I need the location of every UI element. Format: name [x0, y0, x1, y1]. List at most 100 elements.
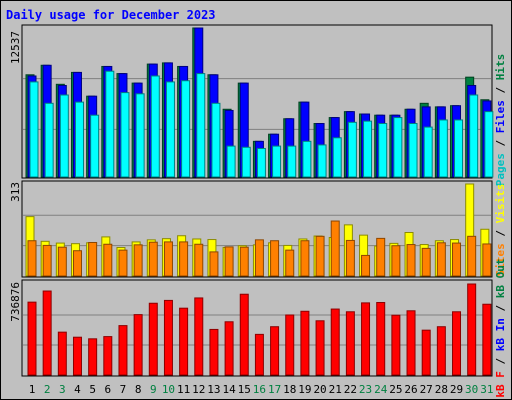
- x-tick-label-1: 1: [29, 383, 36, 396]
- bar-kb-f-day-6: [103, 336, 113, 376]
- bar-sites-day-3: [57, 246, 67, 277]
- bar-sites-day-21: [330, 220, 340, 277]
- bar-kb-f-day-11: [179, 307, 189, 376]
- x-tick-label-3: 3: [59, 383, 66, 396]
- top-y-max-label: 12537: [9, 31, 22, 64]
- x-tick-label-14: 14: [222, 383, 236, 396]
- legend-kbf: kB F: [494, 371, 507, 398]
- bar-sites-day-25: [391, 245, 401, 277]
- bar-pages-day-24: [378, 123, 388, 178]
- x-tick-label-19: 19: [298, 383, 311, 396]
- bar-pages-day-28: [438, 119, 448, 178]
- bar-sites-day-16: [254, 239, 264, 277]
- legend-kbout: kB Out: [494, 258, 507, 298]
- x-tick-label-18: 18: [283, 383, 296, 396]
- bar-sites-day-27: [421, 247, 431, 277]
- bar-kb-f-day-18: [285, 314, 295, 376]
- bar-sites-day-23: [361, 254, 371, 277]
- x-tick-label-21: 21: [329, 383, 342, 396]
- top-legend: Pages / Files / Hits: [494, 54, 507, 187]
- x-tick-label-13: 13: [207, 383, 220, 396]
- bar-kb-f-day-23: [361, 302, 371, 376]
- bar-pages-day-19: [302, 140, 312, 178]
- x-tick-label-8: 8: [135, 383, 142, 396]
- bar-sites-day-4: [72, 250, 82, 277]
- x-tick-label-12: 12: [192, 383, 205, 396]
- bar-pages-day-26: [408, 123, 418, 178]
- bar-sites-day-9: [148, 241, 158, 277]
- bar-kb-f-day-3: [57, 331, 67, 376]
- bar-kb-f-day-5: [88, 338, 98, 376]
- bar-pages-day-8: [135, 93, 145, 178]
- x-tick-label-31: 31: [480, 383, 493, 396]
- bar-kb-f-day-22: [345, 311, 355, 376]
- x-tick-label-4: 4: [74, 383, 81, 396]
- bar-sites-day-13: [209, 251, 219, 277]
- bar-kb-f-day-8: [133, 314, 143, 376]
- bar-sites-day-19: [300, 240, 310, 277]
- bar-sites-day-20: [315, 235, 325, 277]
- bar-kb-f-day-29: [452, 311, 462, 376]
- legend-visits: Visits: [494, 184, 507, 224]
- x-tick-label-17: 17: [268, 383, 281, 396]
- x-tick-label-24: 24: [374, 383, 388, 396]
- bar-sites-day-5: [88, 241, 98, 277]
- bar-sites-day-10: [163, 241, 173, 277]
- x-tick-label-23: 23: [359, 383, 372, 396]
- bar-pages-day-25: [393, 117, 403, 178]
- bar-pages-day-2: [44, 102, 54, 178]
- bar-sites-day-22: [345, 239, 355, 277]
- bar-sites-day-18: [285, 249, 295, 277]
- bar-pages-day-15: [241, 146, 251, 178]
- x-tick-label-9: 9: [150, 383, 157, 396]
- bar-kb-f-day-20: [315, 320, 325, 376]
- x-tick-label-26: 26: [404, 383, 417, 396]
- legend-hits: Hits: [494, 54, 507, 81]
- x-tick-label-10: 10: [162, 383, 175, 396]
- x-tick-label-29: 29: [450, 383, 463, 396]
- bar-pages-day-21: [332, 137, 342, 178]
- legend-pages: Pages: [494, 153, 507, 186]
- x-tick-label-30: 30: [465, 383, 478, 396]
- bar-pages-day-22: [347, 121, 357, 178]
- bar-kb-f-day-9: [148, 302, 158, 376]
- bar-pages-day-20: [317, 144, 327, 178]
- bar-pages-day-10: [165, 81, 175, 178]
- bar-sites-day-8: [133, 244, 143, 277]
- chart-title: Daily usage for December 2023: [6, 8, 216, 22]
- bar-pages-day-31: [484, 111, 494, 178]
- bar-series: [25, 27, 494, 376]
- bar-pages-day-29: [454, 119, 464, 178]
- bar-pages-day-14: [226, 145, 236, 178]
- bottom-y-max-label: 736876: [9, 282, 22, 322]
- bar-pages-day-23: [363, 120, 373, 178]
- legend-sites: Sites: [494, 243, 507, 276]
- bar-sites-day-12: [194, 243, 204, 277]
- bar-kb-f-day-4: [72, 336, 82, 376]
- x-tick-label-6: 6: [104, 383, 111, 396]
- bar-kb-f-day-31: [482, 303, 492, 376]
- bar-sites-day-1: [27, 240, 37, 277]
- bar-kb-f-day-28: [436, 326, 446, 376]
- bar-sites-day-11: [179, 241, 189, 277]
- bar-pages-day-4: [74, 101, 84, 178]
- x-tick-label-2: 2: [44, 383, 51, 396]
- x-tick-label-27: 27: [420, 383, 433, 396]
- bar-pages-day-6: [105, 70, 115, 178]
- bar-sites-day-28: [436, 242, 446, 277]
- bottom-legend: kB F / kB In / kB Out: [494, 258, 507, 397]
- bar-kb-f-day-27: [421, 329, 431, 376]
- bar-sites-day-30: [467, 235, 477, 277]
- bar-sites-day-26: [406, 244, 416, 277]
- bar-kb-f-day-16: [254, 333, 264, 376]
- bar-sites-day-31: [482, 243, 492, 277]
- x-tick-label-25: 25: [389, 383, 402, 396]
- bar-pages-day-1: [29, 81, 39, 178]
- bar-kb-f-day-7: [118, 325, 128, 376]
- bar-kb-f-day-13: [209, 328, 219, 376]
- bar-pages-day-30: [469, 94, 479, 178]
- bar-kb-f-day-30: [467, 283, 477, 376]
- bar-sites-day-29: [452, 242, 462, 277]
- bar-kb-f-day-15: [239, 293, 249, 376]
